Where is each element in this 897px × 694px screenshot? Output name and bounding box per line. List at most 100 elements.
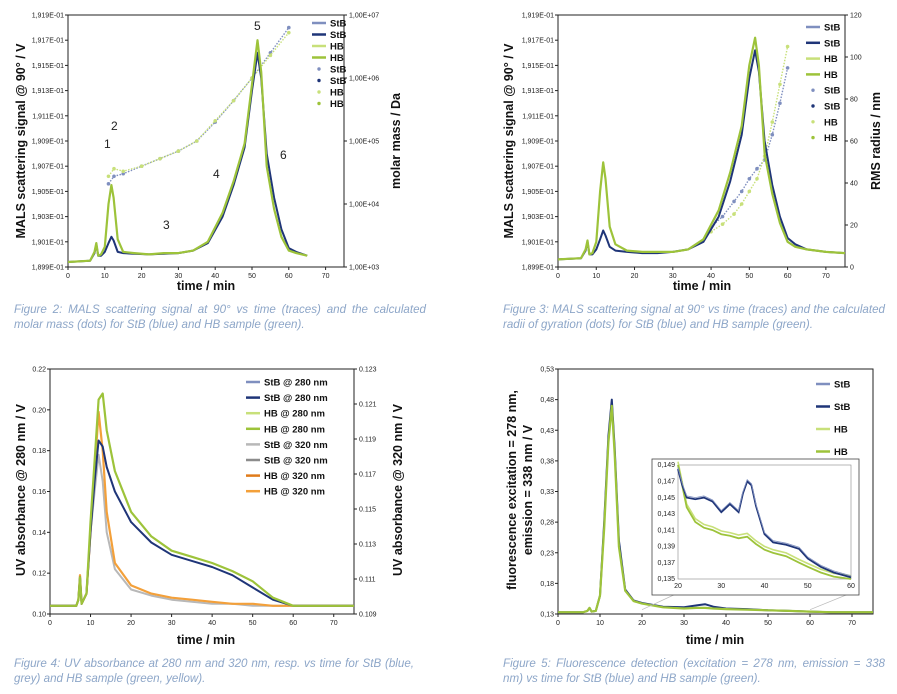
legend-label: StB	[834, 380, 851, 391]
series-hb-radius	[710, 46, 789, 233]
y-axis-label: MALS scattering signal @ 90° / V	[14, 43, 28, 239]
y2-tick-label: 120	[850, 13, 862, 20]
y-tick-label: 1,903E-01	[32, 214, 64, 221]
x-tick-label: 50	[764, 620, 772, 627]
series-dot	[785, 44, 790, 49]
y-tick-label: 1,903E-01	[522, 214, 554, 221]
x-tick-label: 50	[248, 273, 256, 280]
x-tick-label: 40	[722, 620, 730, 627]
y-tick-label: 1,915E-01	[32, 63, 64, 70]
x-tick-label: 70	[330, 620, 338, 627]
y-tick-label: 0,13	[540, 612, 554, 619]
inset-y-tick-label: 0,147	[657, 478, 675, 485]
legend-label: StB	[834, 402, 851, 413]
y-tick-label: 1,905E-01	[522, 189, 554, 196]
inset-x-tick-label: 20	[674, 583, 682, 590]
series-hb-trace	[67, 39, 308, 264]
y2-axis-label: molar mass / Da	[389, 92, 403, 189]
annotation-6: 6	[280, 148, 287, 162]
series-hb	[558, 404, 873, 614]
legend-label: StB	[824, 23, 841, 34]
x-tick-label: 40	[707, 273, 715, 280]
y2-tick-label: 1,00E+03	[349, 265, 379, 272]
inset-y-tick-label: 0,143	[657, 511, 675, 518]
inset-series-hb	[677, 464, 852, 580]
x-axis-label: time / min	[177, 633, 235, 647]
legend-swatch	[811, 120, 815, 124]
legend-label: HB @ 320 nm	[264, 471, 325, 482]
figure-2-caption: Figure 2: MALS scattering signal at 90° …	[14, 303, 426, 331]
y-tick-label: 1,901E-01	[32, 239, 64, 246]
y2-tick-label: 1,00E+05	[349, 139, 379, 146]
x-tick-label: 20	[138, 273, 146, 280]
figure-4-caption: Figure 4: UV absorbance at 280 nm and 32…	[14, 657, 414, 685]
y2-tick-label: 1,00E+04	[349, 202, 379, 209]
x-tick-label: 70	[822, 273, 830, 280]
legend-label: HB @ 320 nm	[264, 487, 325, 498]
legend-label: StB @ 320 nm	[264, 440, 328, 451]
figure-2-panel: 1,899E-01 1,901E-01 1,903E-01 1,905E-01 1,90…	[0, 0, 440, 300]
legend-label: HB	[824, 117, 838, 128]
y-axis-label: MALS scattering signal @ 90° / V	[502, 43, 516, 239]
y2-tick-label: 0.119	[359, 437, 376, 444]
legend-label: StB	[824, 86, 841, 97]
x-tick-label: 50	[745, 273, 753, 280]
series-stb-radius	[710, 67, 789, 228]
x-tick-label: 40	[211, 273, 219, 280]
legend-swatch	[811, 88, 815, 92]
y-tick-label: 0,43	[540, 428, 554, 435]
inset-y-tick-label: 0,149	[657, 462, 675, 469]
y-tick-label: 1,919E-01	[522, 13, 554, 20]
y2-tick-label: 1,00E+07	[349, 13, 379, 20]
legend-label: HB	[834, 447, 848, 458]
y-tick-label: 1,911E-01	[32, 113, 64, 120]
y-tick-label: 0,18	[540, 581, 554, 588]
y-tick-label: 1,917E-01	[32, 38, 64, 45]
y-tick-label: 1,907E-01	[522, 164, 554, 171]
y2-tick-label: 20	[850, 223, 858, 230]
y2-tick-label: 0.121	[359, 402, 377, 409]
y-tick-label: 1,901E-01	[522, 239, 554, 246]
x-tick-label: 0	[556, 620, 560, 627]
series-hb-trace	[557, 36, 846, 261]
y2-tick-label: 0.117	[359, 472, 376, 479]
y2-tick-label: 0	[850, 265, 854, 272]
x-tick-label: 60	[784, 273, 792, 280]
x-axis-label: time / min	[686, 633, 744, 647]
legend-swatch	[811, 135, 815, 140]
y2-tick-label: 0.123	[359, 367, 377, 374]
x-tick-label: 60	[285, 273, 293, 280]
legend-label: StB	[330, 19, 347, 30]
legend-label: HB	[824, 70, 838, 81]
inset-x-tick-label: 30	[717, 583, 725, 590]
x-tick-label: 10	[592, 273, 600, 280]
inset-series-stb-light	[677, 467, 852, 577]
x-tick-label: 70	[848, 620, 856, 627]
inset-x-tick-label: 40	[761, 583, 769, 590]
y-tick-label: 0,28	[540, 520, 554, 527]
legend-label: HB	[330, 99, 344, 110]
y-tick-label: 0.20	[32, 407, 46, 414]
inset-x-tick-label: 50	[804, 583, 812, 590]
legend-label: HB	[824, 54, 838, 65]
inset-x-tick-label: 60	[847, 583, 855, 590]
y2-tick-label: 0.113	[359, 542, 376, 549]
x-axis-label: time / min	[673, 279, 731, 293]
y-tick-label: 0.22	[32, 367, 46, 374]
y2-tick-label: 1,00E+06	[349, 76, 379, 83]
figure-5-chart: 0,13 0,18 0,23 0,28 0,33 0,38 0,43 0,48 0,53 0 10 2…	[505, 367, 874, 647]
legend-label: HB	[330, 42, 344, 53]
figure-4-chart: 0.10 0.12 0.14 0.16 0.18 0.20 0.22 0 10 20 30 40 50 6…	[14, 367, 405, 648]
legend-label: HB	[824, 133, 838, 144]
y-tick-label: 0.16	[32, 489, 46, 496]
y-axis-label-line2: emission = 338 nm / V	[521, 424, 535, 555]
x-tick-label: 10	[596, 620, 604, 627]
x-tick-label: 0	[48, 620, 52, 627]
x-tick-label: 60	[289, 620, 297, 627]
y-tick-label: 1,911E-01	[522, 113, 554, 120]
y-tick-label: 1,909E-01	[32, 139, 64, 146]
y-tick-label: 1,919E-01	[32, 13, 64, 20]
y-tick-label: 0,53	[540, 367, 554, 374]
y2-tick-label: 100	[850, 55, 862, 62]
legend-swatch	[317, 101, 321, 106]
